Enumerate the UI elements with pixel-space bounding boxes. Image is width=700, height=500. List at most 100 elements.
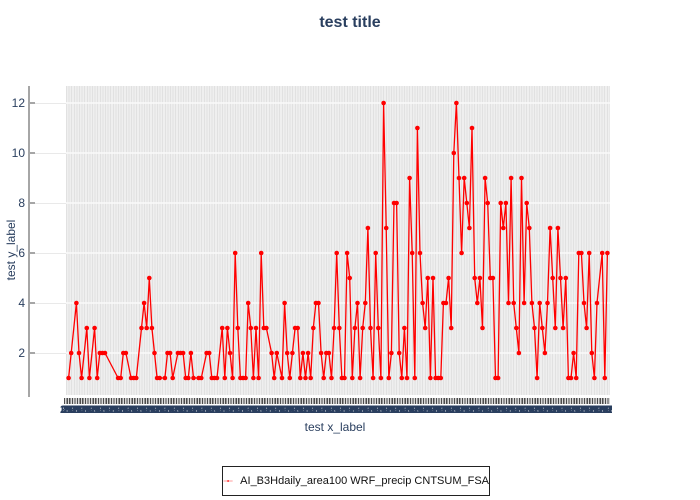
y-axis-line — [28, 86, 30, 397]
data-point-marker — [253, 325, 259, 331]
data-point-marker — [519, 175, 524, 181]
data-point-marker — [76, 350, 82, 356]
data-point-marker — [389, 350, 394, 356]
data-point-marker — [311, 325, 316, 331]
data-point-marker — [542, 350, 548, 356]
data-point-marker — [152, 350, 157, 356]
data-point-marker — [456, 175, 462, 181]
data-point-marker — [599, 250, 605, 256]
data-point-marker — [579, 250, 584, 256]
data-point-marker — [282, 300, 287, 306]
y-tick-mark — [28, 252, 35, 254]
data-point-marker — [508, 175, 514, 181]
data-point-marker — [141, 300, 147, 306]
data-point-marker — [438, 375, 444, 381]
data-point-marker — [454, 100, 459, 106]
data-point-marker — [511, 300, 516, 306]
data-point-marker — [300, 350, 306, 356]
data-point-marker — [573, 375, 579, 381]
data-point-marker — [102, 350, 108, 356]
data-point-marker — [581, 300, 587, 306]
y-gridline-margin — [29, 153, 66, 154]
data-point-marker — [472, 275, 478, 281]
data-point-marker — [308, 375, 313, 381]
data-point-marker — [420, 300, 425, 306]
data-point-marker — [79, 375, 84, 381]
data-point-marker — [316, 300, 321, 306]
data-point-marker — [527, 225, 532, 231]
data-point-marker — [303, 375, 308, 381]
data-point-marker — [68, 350, 74, 356]
data-point-marker — [251, 375, 256, 381]
data-point-marker — [206, 350, 212, 356]
data-point-marker — [170, 375, 175, 381]
data-point-marker — [394, 200, 399, 206]
legend[interactable]: AI_B3Hdaily_area100 WRF_precip CNTSUM_FS… — [222, 466, 490, 496]
data-point-marker — [225, 325, 230, 331]
data-point-marker — [446, 275, 451, 281]
data-point-marker — [287, 375, 293, 381]
data-point-marker — [352, 325, 358, 331]
data-point-marker — [459, 250, 464, 256]
data-point-marker — [568, 375, 574, 381]
data-point-marker — [295, 325, 300, 331]
data-point-marker — [477, 275, 483, 281]
data-point-marker — [605, 250, 610, 256]
data-point-marker — [264, 325, 269, 331]
data-point-marker — [378, 375, 384, 381]
data-point-marker — [490, 275, 496, 281]
data-point-marker — [495, 375, 501, 381]
data-point-marker — [586, 250, 592, 256]
data-point-marker — [219, 325, 225, 331]
x-tick-marks — [64, 398, 610, 404]
data-point-marker — [149, 325, 155, 331]
data-point-marker — [532, 325, 537, 331]
data-point-marker — [222, 375, 228, 381]
data-point-marker — [84, 325, 90, 331]
data-point-marker — [256, 375, 261, 381]
data-point-marker — [162, 375, 168, 381]
data-point-marker — [87, 375, 92, 381]
data-point-marker — [186, 375, 191, 381]
data-point-marker — [235, 325, 241, 331]
data-point-marker — [430, 275, 436, 281]
data-point-marker — [180, 350, 186, 356]
y-tick-mark — [28, 302, 35, 304]
data-point-marker — [482, 175, 488, 181]
data-point-marker — [540, 325, 545, 331]
data-point-marker — [415, 125, 420, 131]
data-point-marker — [245, 300, 251, 306]
y-gridline-margin — [29, 203, 66, 204]
y-tick-label: 2 — [18, 346, 25, 360]
data-point-marker — [524, 200, 529, 206]
data-point-marker — [232, 250, 238, 256]
chart-title: test title — [319, 14, 381, 31]
data-point-marker — [360, 325, 366, 331]
data-point-marker — [381, 100, 386, 106]
data-point-marker — [373, 250, 379, 256]
data-point-marker — [191, 375, 196, 381]
data-point-marker — [498, 200, 504, 206]
data-point-marker — [589, 350, 595, 356]
data-series-line — [66, 100, 610, 381]
data-point-marker — [480, 325, 485, 331]
data-point-marker — [469, 125, 475, 131]
data-point-marker — [529, 300, 535, 306]
y-tick-mark — [28, 202, 35, 204]
data-point-marker — [305, 350, 311, 356]
data-point-marker — [402, 325, 407, 331]
data-point-marker — [594, 300, 600, 306]
data-point-marker — [592, 375, 597, 381]
data-point-marker — [123, 350, 129, 356]
legend-entry-label: AI_B3Hdaily_area100 WRF_precip CNTSUM_FS… — [240, 475, 489, 487]
data-point-marker — [448, 325, 454, 331]
data-point-marker — [555, 225, 561, 231]
data-point-marker — [329, 375, 334, 381]
x-tick-labels-overlapped: 2022010100 2022010100 2022010100 2022010… — [60, 404, 612, 416]
data-point-marker — [514, 325, 519, 331]
data-point-marker — [337, 325, 342, 331]
y-gridline-margin — [29, 253, 66, 254]
data-point-marker — [571, 350, 576, 356]
data-point-marker — [350, 375, 355, 381]
